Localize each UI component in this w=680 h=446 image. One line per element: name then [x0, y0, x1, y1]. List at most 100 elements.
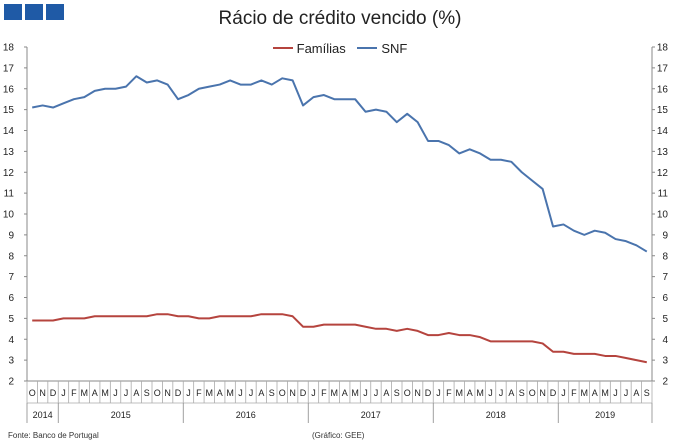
y-tick-label: 17 — [3, 63, 15, 74]
y-tick-label: 9 — [8, 230, 14, 241]
x-month-label: J — [363, 388, 368, 398]
series-line-snf — [32, 75, 648, 253]
legend-item-familias: Famílias — [272, 41, 346, 56]
x-year-label: 2016 — [236, 410, 256, 420]
y-tick-label-right: 7 — [662, 272, 668, 283]
chart-legend: Famílias SNF — [0, 37, 680, 56]
x-month-label: J — [499, 388, 504, 398]
x-month-label: M — [206, 388, 214, 398]
legend-label-snf: SNF — [381, 40, 408, 56]
x-month-label: F — [196, 388, 202, 398]
y-tick-label-right: 5 — [662, 314, 668, 325]
x-month-label: M — [456, 388, 464, 398]
x-month-label: A — [633, 388, 639, 398]
credit-note: (Gráfico: GEE) — [312, 431, 365, 440]
x-month-label: A — [467, 388, 473, 398]
y-tick-label-right: 13 — [657, 147, 669, 158]
x-month-label: J — [124, 388, 129, 398]
x-month-label: J — [613, 388, 618, 398]
x-month-label: J — [436, 388, 441, 398]
x-month-label: J — [624, 388, 629, 398]
x-month-label: A — [217, 388, 223, 398]
y-tick-label-right: 6 — [662, 293, 668, 304]
legend-swatch-snf — [357, 47, 378, 49]
y-tick-label-right: 12 — [657, 168, 669, 179]
x-month-label: S — [644, 388, 650, 398]
y-tick-label: 15 — [3, 105, 15, 116]
x-month-label: O — [279, 388, 286, 398]
x-month-label: J — [249, 388, 254, 398]
x-month-label: S — [519, 388, 525, 398]
x-month-label: J — [61, 388, 66, 398]
x-month-label: N — [39, 388, 46, 398]
source-note: Fonte: Banco de Portugal — [8, 431, 99, 440]
x-month-label: N — [289, 388, 296, 398]
y-tick-label: 18 — [3, 43, 15, 54]
x-month-label: A — [133, 388, 139, 398]
y-tick-label-right: 18 — [657, 43, 669, 54]
y-tick-label: 11 — [4, 189, 15, 200]
x-month-label: M — [476, 388, 484, 398]
y-tick-label: 7 — [8, 272, 14, 283]
x-month-label: O — [404, 388, 411, 398]
x-month-label: M — [101, 388, 109, 398]
y-tick-label: 10 — [3, 210, 15, 221]
y-tick-label: 4 — [8, 335, 14, 346]
x-month-label: A — [92, 388, 98, 398]
y-tick-label: 13 — [3, 147, 15, 158]
x-month-label: N — [539, 388, 546, 398]
y-tick-label: 2 — [8, 377, 14, 388]
y-tick-label-right: 17 — [657, 63, 669, 74]
y-tick-label-right: 10 — [657, 210, 669, 221]
x-month-label: A — [342, 388, 348, 398]
x-month-label: M — [331, 388, 339, 398]
x-month-label: J — [113, 388, 118, 398]
x-month-label: J — [561, 388, 566, 398]
x-month-label: A — [592, 388, 598, 398]
x-month-label: J — [311, 388, 316, 398]
x-month-label: S — [269, 388, 275, 398]
series-line-familias — [32, 313, 647, 364]
y-tick-label-right: 2 — [662, 377, 668, 388]
x-month-label: F — [71, 388, 77, 398]
y-tick-label-right: 9 — [662, 230, 668, 241]
x-year-label: 2017 — [361, 410, 381, 420]
x-year-label: 2019 — [595, 410, 615, 420]
x-month-label: D — [175, 388, 182, 398]
legend-item-snf: SNF — [357, 41, 407, 56]
x-month-label: M — [81, 388, 89, 398]
x-month-label: O — [29, 388, 36, 398]
y-tick-label-right: 3 — [662, 356, 668, 367]
x-month-label: D — [50, 388, 57, 398]
x-month-label: M — [351, 388, 359, 398]
y-tick-label-right: 15 — [657, 105, 669, 116]
y-tick-label-right: 11 — [658, 189, 669, 200]
x-month-label: D — [550, 388, 557, 398]
x-month-label: F — [321, 388, 327, 398]
y-tick-label: 8 — [8, 251, 14, 262]
x-month-label: J — [488, 388, 493, 398]
x-month-label: A — [508, 388, 514, 398]
legend-swatch-familias — [272, 47, 293, 49]
y-tick-label: 14 — [3, 126, 15, 137]
x-month-label: F — [446, 388, 452, 398]
x-month-label: M — [226, 388, 234, 398]
x-month-label: D — [300, 388, 307, 398]
logo-square — [4, 4, 22, 20]
x-month-label: J — [186, 388, 191, 398]
y-tick-label-right: 4 — [662, 335, 668, 346]
x-month-label: A — [258, 388, 264, 398]
x-month-label: A — [383, 388, 389, 398]
x-month-label: O — [154, 388, 161, 398]
x-month-label: S — [394, 388, 400, 398]
x-month-label: M — [601, 388, 609, 398]
x-year-label: 2018 — [486, 410, 506, 420]
x-month-label: F — [571, 388, 577, 398]
x-year-label: 2014 — [33, 410, 53, 420]
y-tick-label: 12 — [3, 168, 15, 179]
x-month-label: N — [164, 388, 171, 398]
y-tick-label-right: 16 — [657, 84, 669, 95]
y-tick-label: 5 — [8, 314, 14, 325]
x-month-label: D — [425, 388, 432, 398]
